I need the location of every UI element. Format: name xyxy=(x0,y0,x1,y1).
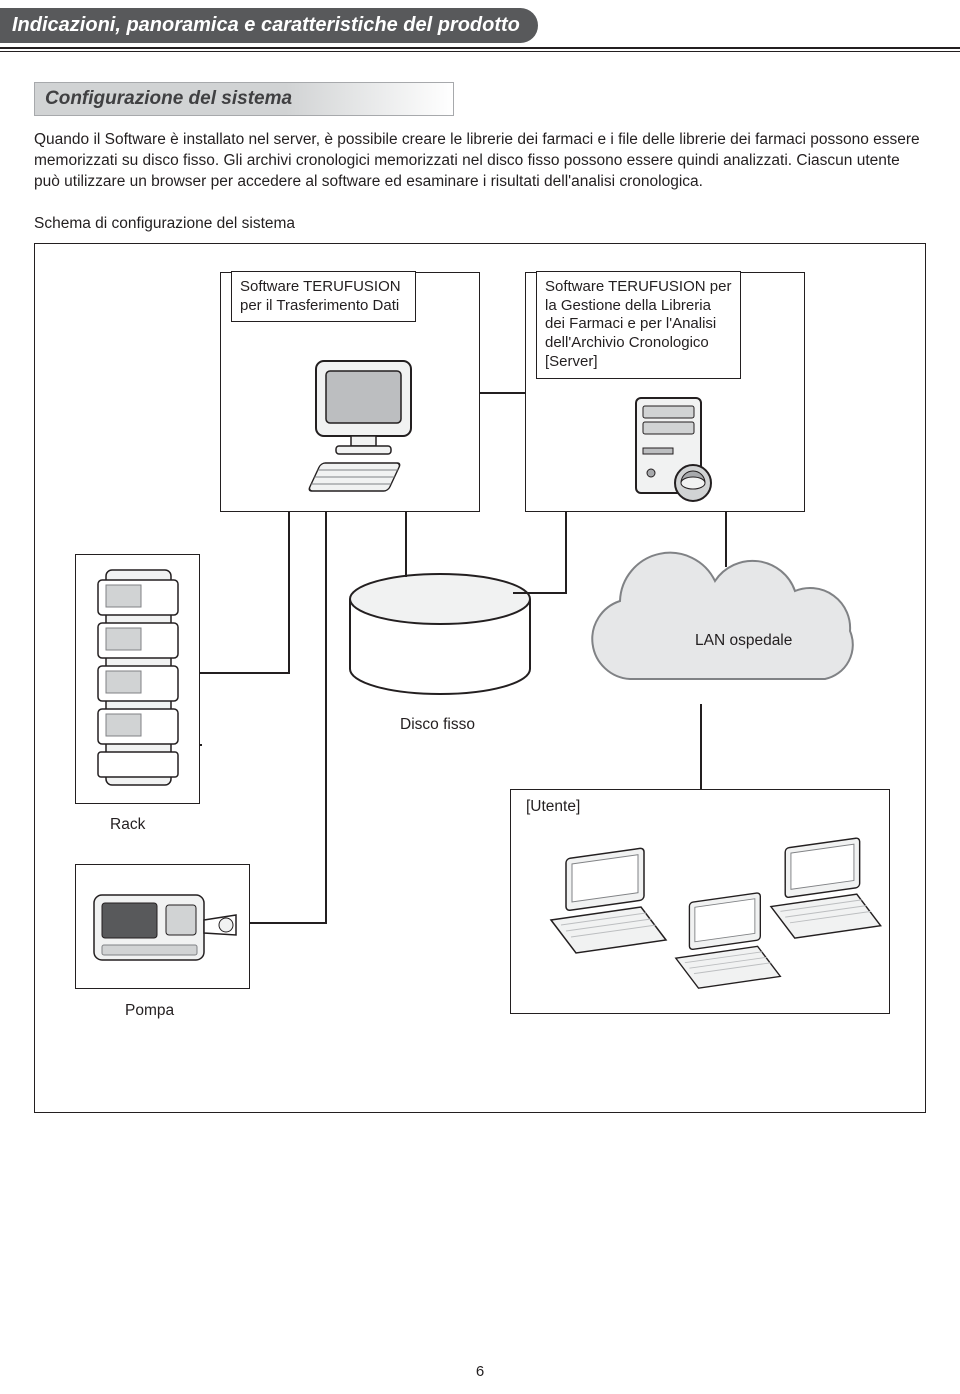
header-rule xyxy=(0,47,960,52)
lan-label: LAN ospedale xyxy=(695,632,792,650)
connector xyxy=(725,512,727,567)
pump-label: Pompa xyxy=(125,1002,174,1020)
client-box: Software TERUFUSION per il Trasferimento… xyxy=(220,272,480,512)
chapter-tab: Indicazioni, panoramica e caratteristich… xyxy=(0,8,538,43)
pump-icon xyxy=(76,865,251,990)
connector xyxy=(405,512,407,577)
server-label: Software TERUFUSION per la Gestione dell… xyxy=(536,271,741,379)
connector xyxy=(565,512,567,594)
system-diagram: Software TERUFUSION per il Trasferimento… xyxy=(34,243,926,1113)
rack-label: Rack xyxy=(110,816,145,834)
disk-icon xyxy=(335,564,545,704)
pump-box xyxy=(75,864,250,989)
connector xyxy=(288,512,290,674)
laptop-icon xyxy=(536,845,671,955)
connector xyxy=(480,392,525,394)
rack-icon xyxy=(76,555,201,805)
server-icon xyxy=(621,388,741,508)
schema-title: Schema di configurazione del sistema xyxy=(34,215,926,233)
monitor-icon xyxy=(291,351,441,501)
laptop-icon xyxy=(756,835,886,940)
page-number: 6 xyxy=(0,1363,960,1380)
user-box: [Utente] xyxy=(510,789,890,1014)
client-label: Software TERUFUSION per il Trasferimento… xyxy=(231,271,416,323)
disk-label: Disco fisso xyxy=(400,716,475,734)
connector xyxy=(700,704,702,789)
connector xyxy=(250,922,327,924)
server-box: Software TERUFUSION per la Gestione dell… xyxy=(525,272,805,512)
connector xyxy=(325,512,327,924)
intro-paragraph: Quando il Software è installato nel serv… xyxy=(34,130,926,193)
connector xyxy=(200,672,290,674)
connector xyxy=(200,744,202,746)
rack-box xyxy=(75,554,200,804)
user-label: [Utente] xyxy=(526,798,580,816)
section-heading: Configurazione del sistema xyxy=(34,82,454,116)
connector xyxy=(513,592,567,594)
